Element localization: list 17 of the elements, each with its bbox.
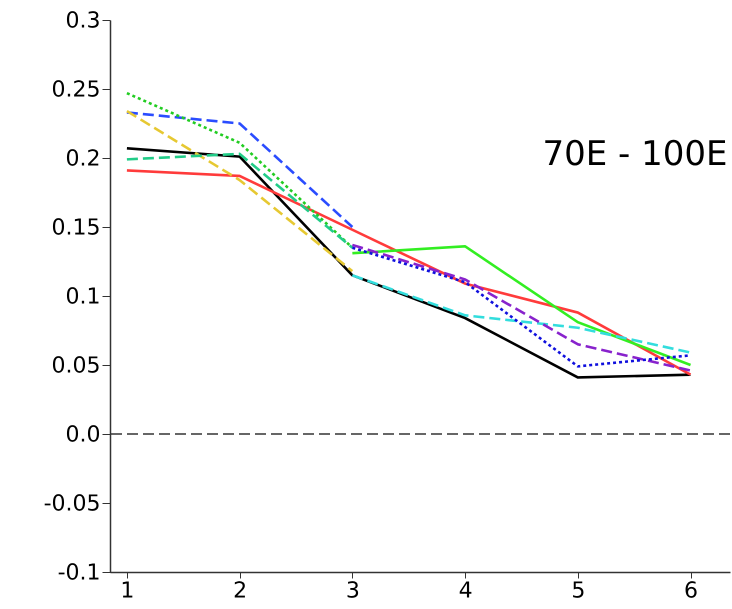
y-tick-label: 0.0 [66,422,100,448]
y-tick-label: 0.1 [66,284,100,310]
x-tick-label: 2 [233,578,248,604]
y-tick-label: 0.3 [66,8,100,34]
y-tick-label: -0.05 [44,492,100,516]
y-tick-label: 0.25 [52,78,100,102]
x-tick-label: 6 [684,578,698,604]
x-tick-label: 1 [120,578,134,604]
y-tick-label: 0.2 [66,146,100,172]
line-series [351,274,692,354]
x-tick-label: 4 [458,578,473,604]
y-tick-label: -0.1 [58,560,100,586]
y-tick-label: 0.05 [52,354,100,378]
x-tick-label: 3 [346,578,360,604]
x-tick-label: 5 [571,578,586,604]
annotation: 70E - 100E [542,134,728,174]
y-tick-label: 0.15 [52,216,100,240]
